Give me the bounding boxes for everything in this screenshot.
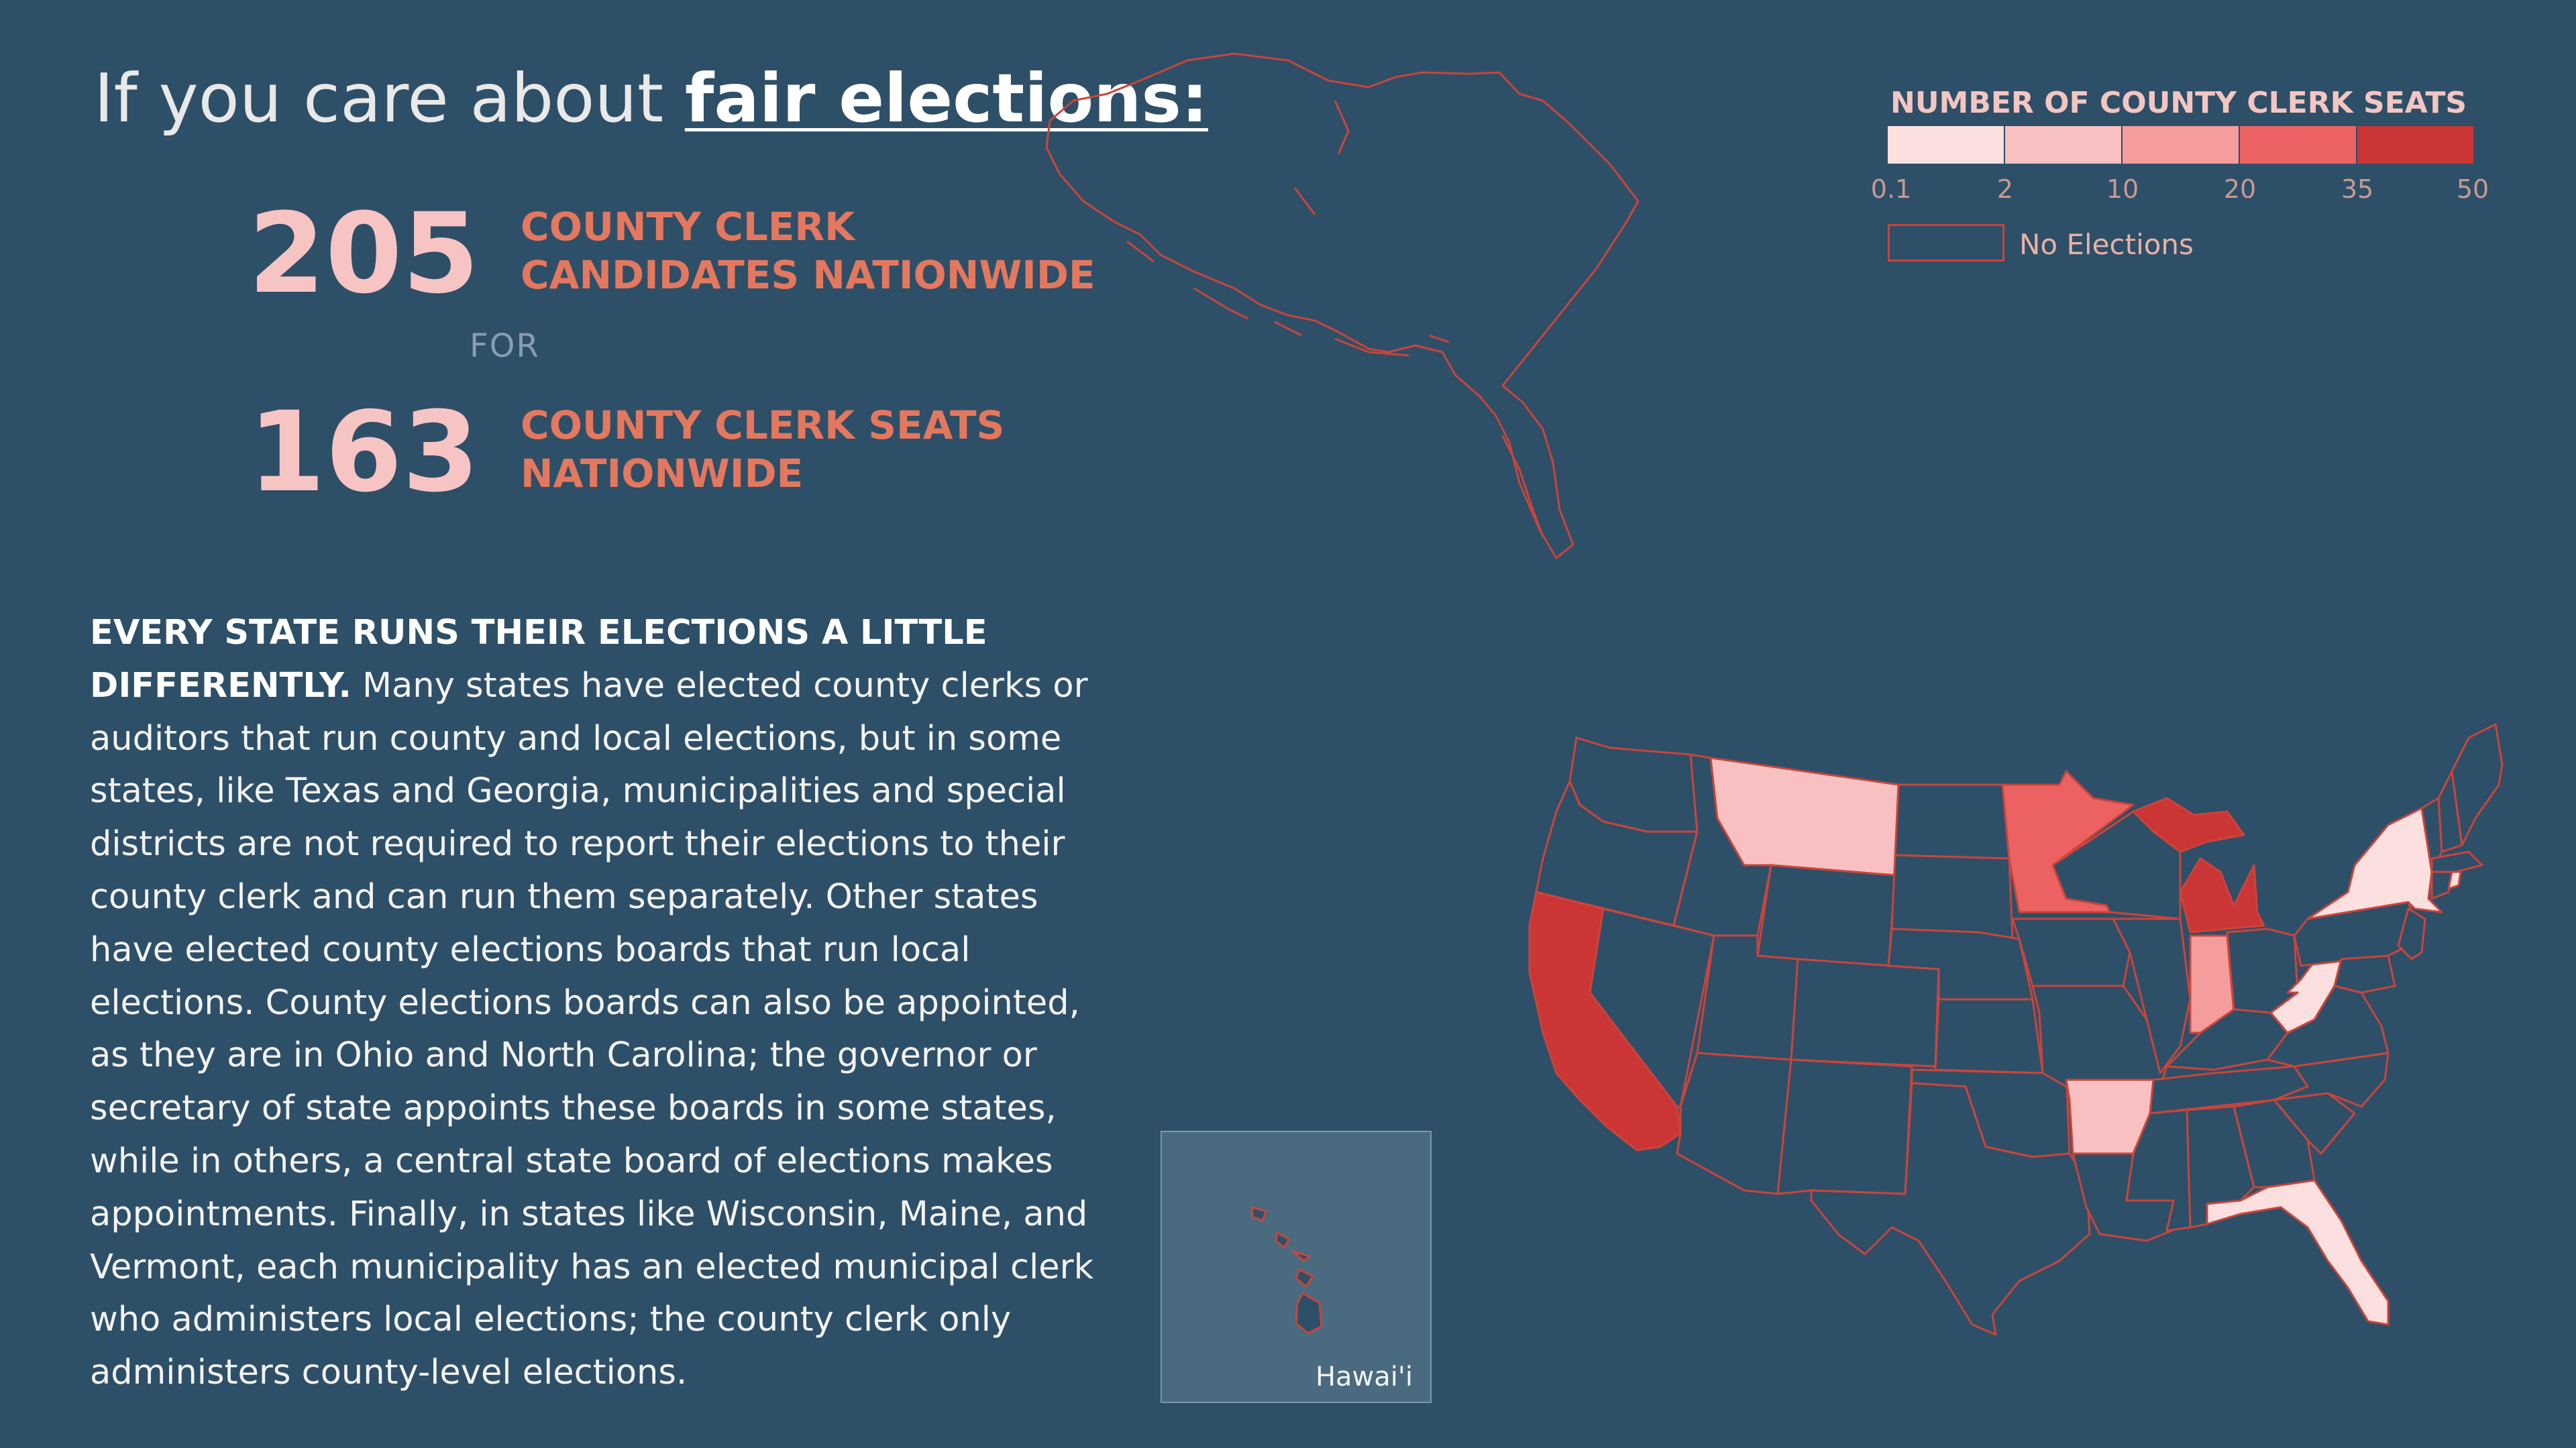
- candidates-label-line1: COUNTY CLERK: [521, 204, 855, 249]
- state-new-mexico: [1776, 1058, 1913, 1195]
- state-alaska: [1045, 52, 1640, 559]
- state-maryland: [2333, 954, 2396, 994]
- seats-label-line2: NATIONWIDE: [521, 451, 804, 496]
- legend-swatch-5: [2357, 126, 2475, 164]
- legend-swatch-4: [2240, 126, 2357, 164]
- hawaii-island-kauai: [1251, 1206, 1267, 1222]
- state-new-jersey: [2397, 907, 2426, 960]
- no-elections-label: No Elections: [2019, 228, 2194, 261]
- state-alaska-aleutians: [1126, 240, 1450, 357]
- paragraph-lead: EVERY STATE RUNS THEIR ELECTIONS A LITTL…: [90, 613, 987, 706]
- candidates-label-line2: CANDIDATES NATIONWIDE: [521, 252, 1095, 298]
- legend-swatch-3: [2123, 126, 2240, 164]
- hawaii-islands: [1251, 1206, 1323, 1335]
- state-michigan: [2132, 797, 2265, 934]
- legend-title: NUMBER OF COUNTY CLERK SEATS: [1890, 86, 2467, 120]
- state-iowa: [2011, 917, 2131, 987]
- legend-swatch-2: [2005, 126, 2123, 164]
- state-florida: [2206, 1179, 2390, 1326]
- page-title: If you care about fair elections:: [94, 59, 1208, 137]
- legend-tick-5: 35: [2341, 174, 2374, 204]
- state-west-virginia: [2269, 951, 2343, 1034]
- state-south-dakota: [1890, 854, 2014, 940]
- explanation-paragraph: EVERY STATE RUNS THEIR ELECTIONS A LITTL…: [90, 607, 1110, 1400]
- hawaii-label: Hawai'i: [1315, 1361, 1413, 1392]
- state-maine: [2451, 723, 2504, 846]
- state-arizona: [1676, 1052, 1792, 1195]
- legend-tick-2: 2: [1996, 174, 2014, 204]
- hawaii-inset: Hawai'i: [1161, 1131, 1432, 1403]
- no-elections-swatch: [1888, 224, 2004, 262]
- candidates-label: COUNTY CLERK CANDIDATES NATIONWIDE: [521, 203, 1095, 299]
- legend-tick-6: 50: [2456, 174, 2489, 204]
- hawaii-island-oahu: [1275, 1231, 1291, 1249]
- title-emphasis: fair elections:: [684, 59, 1208, 137]
- seats-label-line1: COUNTY CLERK SEATS: [521, 402, 1005, 448]
- legend-tick-4: 20: [2223, 174, 2257, 204]
- hawaii-island-hawaii: [1295, 1292, 1323, 1335]
- state-kansas: [1934, 998, 2044, 1074]
- state-colorado: [1790, 958, 1940, 1068]
- candidates-count: 205: [248, 189, 480, 318]
- legend-tick-3: 10: [2106, 174, 2139, 204]
- paragraph-body: Many states have elected county clerks o…: [90, 665, 1094, 1393]
- legend-swatch-1: [1888, 126, 2005, 164]
- state-montana: [1709, 757, 1900, 877]
- seats-label: COUNTY CLERK SEATS NATIONWIDE: [521, 401, 1004, 498]
- state-alaska-islands: [1293, 100, 1544, 537]
- state-rhode-island: [2447, 871, 2462, 890]
- state-illinois: [2112, 917, 2192, 1074]
- state-wyoming: [1756, 864, 1896, 970]
- legend-color-scale: [1888, 126, 2475, 164]
- state-massachusetts: [2430, 850, 2483, 873]
- state-north-carolina: [2273, 1052, 2390, 1108]
- state-connecticut: [2430, 871, 2453, 900]
- state-texas: [1810, 1082, 2091, 1336]
- hawaii-island-molokai: [1291, 1250, 1311, 1262]
- state-north-dakota: [1894, 783, 2010, 860]
- legend-tick-1: 0.1: [1870, 174, 1912, 204]
- title-prefix: If you care about: [94, 59, 664, 137]
- state-new-york: [2306, 807, 2443, 920]
- hawaii-island-maui: [1295, 1268, 1314, 1288]
- for-connector: FOR: [470, 327, 540, 365]
- seats-count: 163: [248, 388, 480, 516]
